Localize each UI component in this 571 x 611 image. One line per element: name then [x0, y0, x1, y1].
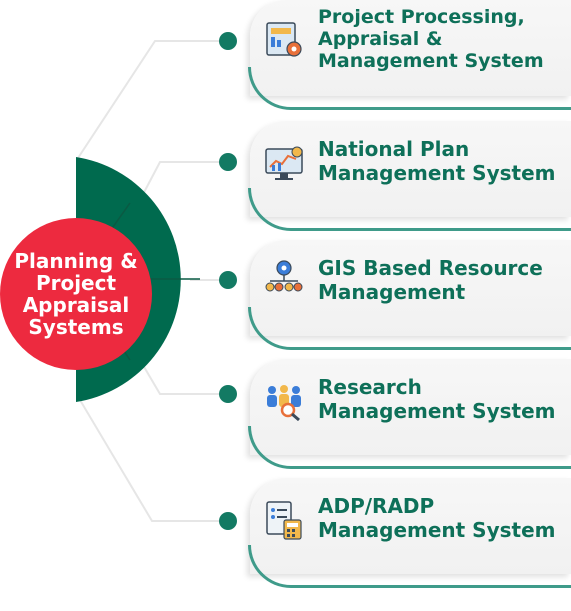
system-title: Project Processing, Appraisal & Manageme…: [318, 6, 544, 72]
system-title: National Plan Management System: [318, 137, 556, 185]
system-title: ADP/RADP Management System: [318, 494, 556, 542]
connector-dot-4: [219, 385, 237, 403]
connector-dot-5: [219, 512, 237, 530]
system-title: GIS Based Resource Management: [318, 256, 543, 304]
gear-network-icon: [265, 260, 303, 292]
connector-line-4: [139, 359, 228, 395]
monitor-chart-icon: [265, 146, 303, 180]
hub-circle: Planning & Project Appraisal Systems: [0, 218, 152, 370]
card-accent-curve: [248, 188, 571, 231]
connector-dot-1: [219, 32, 237, 50]
system-title: Research Management System: [318, 375, 556, 423]
connector-line-1: [77, 40, 228, 159]
card-accent-curve: [248, 307, 571, 350]
card-accent-curve: [248, 67, 571, 110]
card-accent-curve: [248, 545, 571, 588]
people-magnifier-icon: [267, 385, 301, 421]
connector-line-5: [79, 399, 228, 522]
connector-dot-2: [219, 153, 237, 171]
card-accent-curve: [248, 426, 571, 469]
system-card-adp-radp[interactable]: ADP/RADP Management System: [248, 478, 571, 588]
system-card-research[interactable]: Research Management System: [248, 359, 571, 469]
system-card-national-plan[interactable]: National Plan Management System: [248, 121, 571, 231]
document-calculator-icon: [266, 501, 302, 540]
hub-title: Planning & Project Appraisal Systems: [14, 249, 138, 339]
system-card-project-processing[interactable]: Project Processing, Appraisal & Manageme…: [248, 0, 571, 110]
system-card-gis-resource[interactable]: GIS Based Resource Management: [248, 240, 571, 350]
connector-dot-3: [219, 271, 237, 289]
dashboard-gear-icon: [266, 22, 302, 57]
connector-line-2: [139, 161, 228, 201]
